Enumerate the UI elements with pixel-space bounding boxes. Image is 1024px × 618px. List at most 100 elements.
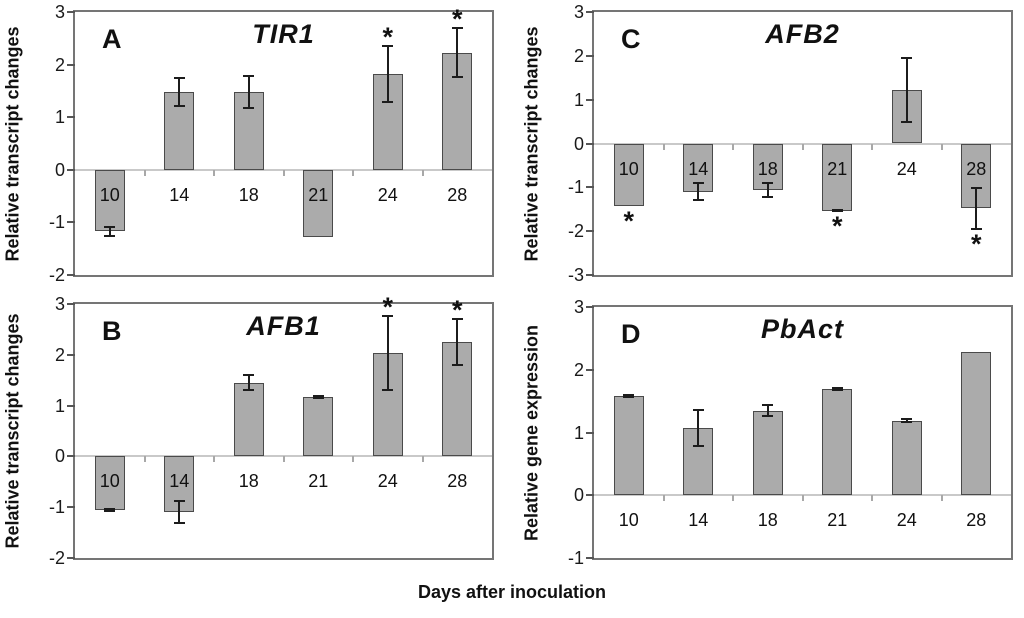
error-bar-cap: [173, 104, 185, 107]
panel-a-title: TIR1: [252, 19, 315, 49]
error-bar-cap: [762, 195, 774, 198]
error-bar-line: [766, 183, 769, 197]
error-bar-cap: [762, 182, 774, 185]
error-bar-line: [697, 182, 700, 201]
panel-a-y-axis-label: Relative transcript changes: [2, 25, 23, 262]
error-bar-cap: [970, 186, 982, 189]
y-tick-label: 3: [54, 2, 65, 22]
y-tick-label: 3: [54, 294, 65, 314]
x-tick-mark: [871, 143, 873, 150]
error-bar-line: [697, 409, 700, 447]
y-tick-mark: [586, 98, 594, 101]
panel-c-title: AFB2: [765, 19, 840, 49]
bar: [891, 420, 922, 496]
error-bar-cap: [762, 403, 774, 406]
y-tick-mark: [586, 54, 594, 57]
x-tick-mark: [801, 495, 804, 502]
error-bar-cap: [451, 76, 463, 79]
bar: [94, 456, 125, 511]
y-tick-label: 0: [54, 446, 65, 467]
bar: [442, 52, 473, 170]
bar: [613, 396, 644, 496]
error-bar-cap: [692, 181, 704, 184]
x-tick-label: 10: [99, 471, 120, 492]
x-tick-label: 24: [896, 510, 917, 531]
significance-asterisk: *: [451, 294, 463, 325]
panel-d-title: PbAct: [760, 314, 844, 344]
x-tick-mark: [801, 143, 804, 150]
error-bar-line: [766, 404, 769, 417]
bar: [94, 169, 125, 232]
y-tick-label: 2: [573, 359, 584, 380]
x-tick-mark: [282, 456, 285, 463]
y-tick-label: 1: [573, 422, 584, 443]
bar: [752, 143, 783, 190]
y-tick-label: -1: [48, 212, 65, 233]
error-bar-cap: [382, 314, 394, 317]
y-tick-label: -1: [567, 177, 584, 198]
x-tick-label: 21: [827, 510, 848, 531]
error-bar-cap: [243, 75, 255, 78]
x-tick-label: 28: [447, 471, 468, 492]
bar: [961, 351, 992, 496]
y-tick-label: -2: [48, 548, 65, 568]
error-bar-line: [627, 394, 630, 398]
error-bar-cap: [623, 393, 635, 396]
x-tick-mark: [143, 456, 146, 463]
panel-b-letter: B: [102, 316, 122, 346]
x-tick-mark: [732, 143, 734, 150]
bar: [303, 169, 334, 237]
panel-c-y-axis-label: Relative transcript changes: [521, 25, 542, 262]
error-bar-cap: [831, 208, 843, 211]
y-tick-mark: [67, 11, 75, 13]
error-bar-cap: [173, 77, 185, 80]
x-tick-label: 18: [757, 158, 778, 179]
error-bar-cap: [692, 445, 704, 448]
panel-a-letter: A: [102, 24, 122, 54]
y-tick-label: 1: [573, 89, 584, 110]
significance-asterisk: *: [831, 211, 843, 242]
error-bar-cap: [451, 26, 463, 29]
x-tick-mark: [213, 456, 215, 463]
bar: [233, 382, 264, 457]
error-bar-line: [386, 315, 389, 390]
y-tick-label: 1: [54, 395, 65, 416]
y-tick-mark: [586, 431, 594, 434]
x-tick-mark: [940, 143, 943, 150]
x-tick-label: 10: [618, 510, 639, 531]
error-bar-cap: [243, 106, 255, 109]
y-tick-mark: [67, 353, 75, 356]
y-tick-mark: [67, 506, 75, 509]
x-tick-mark: [352, 169, 354, 176]
bar: [752, 410, 783, 496]
x-tick-mark: [732, 495, 734, 502]
panel-d-letter: D: [621, 319, 641, 349]
x-tick-mark: [662, 495, 665, 502]
significance-asterisk: *: [382, 291, 393, 322]
x-tick-mark: [421, 456, 424, 463]
error-bar-line: [178, 501, 181, 524]
panel-d-y-axis-label: Relative gene expression: [521, 324, 542, 541]
x-tick-label: 18: [757, 510, 778, 531]
error-bar-line: [386, 46, 389, 102]
error-bar-cap: [762, 415, 774, 418]
x-tick-label: 21: [827, 158, 848, 179]
error-bar-cap: [901, 57, 913, 60]
error-bar-cap: [451, 317, 463, 320]
panel-d-plot-area: Relative gene expression D PbAct 3 2 1 0 -1 1…: [522, 297, 1013, 568]
significance-asterisk: *: [623, 205, 634, 236]
error-bar-line: [456, 318, 459, 366]
y-tick-mark: [586, 186, 594, 189]
x-tick-label: 21: [308, 471, 329, 492]
bar: [822, 389, 853, 496]
y-tick-label: -2: [567, 221, 584, 242]
error-bar-cap: [451, 364, 463, 367]
x-tick-label: 24: [377, 471, 398, 492]
y-tick-label: 1: [54, 107, 65, 128]
error-bar-cap: [901, 418, 913, 421]
error-bar-cap: [831, 389, 843, 392]
x-tick-label: 14: [169, 471, 190, 492]
y-tick-mark: [586, 11, 594, 13]
x-tick-label: 24: [896, 158, 917, 179]
x-tick-label: 10: [618, 158, 639, 179]
